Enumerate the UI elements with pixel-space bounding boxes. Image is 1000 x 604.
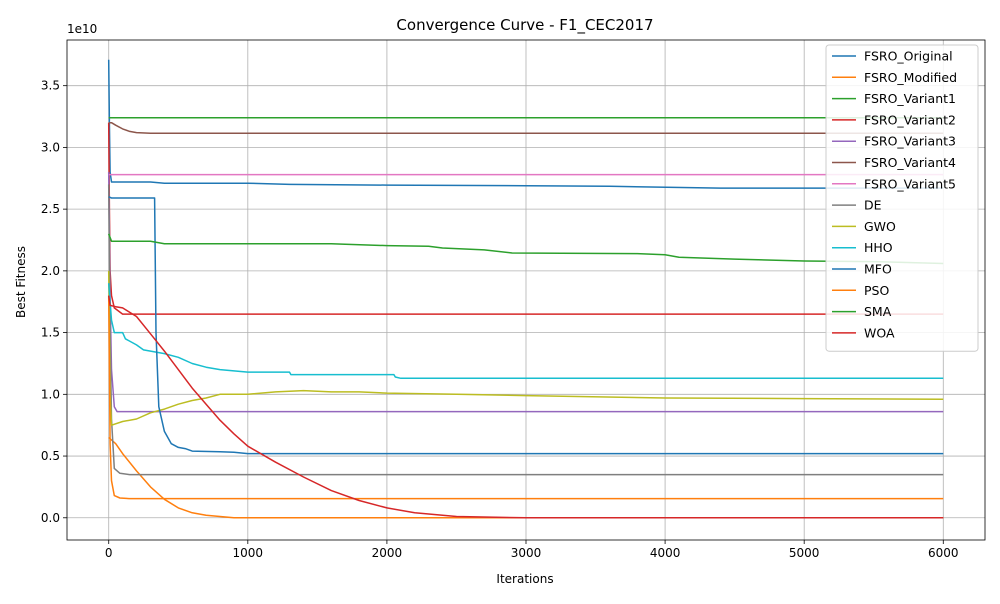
legend-label: SMA bbox=[864, 304, 892, 319]
legend-label: FSRO_Modified bbox=[864, 70, 957, 85]
series-line-fsro-modified bbox=[108, 436, 944, 519]
y-tick-label: 2.5 bbox=[41, 202, 60, 216]
legend-label: DE bbox=[864, 198, 882, 213]
x-tick-label: 1000 bbox=[233, 546, 264, 560]
x-tick-label: 2000 bbox=[372, 546, 403, 560]
plot-frame bbox=[66, 39, 986, 541]
series-line-fsro-variant4 bbox=[108, 121, 944, 134]
legend-label: GWO bbox=[864, 219, 896, 234]
series-line-gwo bbox=[107, 270, 944, 426]
series-line-woa bbox=[107, 295, 944, 519]
series-line-pso bbox=[107, 295, 944, 500]
x-tick-label: 5000 bbox=[789, 546, 820, 560]
y-axis-label: Best Fitness bbox=[14, 246, 28, 318]
x-axis-label: Iterations bbox=[496, 572, 553, 586]
series-lines bbox=[107, 59, 944, 519]
x-tick-label: 3000 bbox=[511, 546, 542, 560]
y-tick-label: 2.0 bbox=[41, 264, 60, 278]
x-tick-label: 0 bbox=[105, 546, 113, 560]
y-offset-label: 1e10 bbox=[67, 22, 97, 36]
series-line-fsro-original bbox=[107, 59, 944, 189]
legend-label: FSRO_Variant5 bbox=[864, 176, 956, 191]
y-tick-label: 0.5 bbox=[41, 449, 60, 463]
legend-label: FSRO_Variant4 bbox=[864, 155, 956, 170]
legend-box bbox=[825, 44, 979, 352]
y-tick-label: 3.0 bbox=[41, 140, 60, 154]
legend-label: FSRO_Variant2 bbox=[864, 112, 956, 127]
legend-label: MFO bbox=[864, 262, 892, 277]
axes: 0 1000 2000 3000 4000 5000 6000 0.0 0.5 1.0 1.5 2.0… bbox=[41, 39, 986, 560]
y-tick-label: 1.5 bbox=[41, 326, 60, 340]
x-tick-label: 4000 bbox=[650, 546, 681, 560]
x-tick-label: 6000 bbox=[928, 546, 959, 560]
series-line-sma bbox=[107, 233, 944, 265]
chart-title: Convergence Curve - F1_CEC2017 bbox=[396, 16, 653, 35]
y-tick-label: 0.0 bbox=[41, 511, 60, 525]
legend-label: PSO bbox=[864, 283, 889, 298]
legend: FSRO_Original FSRO_Modified FSRO_Variant1 F… bbox=[825, 44, 979, 352]
legend-label: HHO bbox=[864, 240, 893, 255]
y-tick-label: 3.5 bbox=[41, 79, 60, 93]
legend-label: FSRO_Original bbox=[864, 49, 953, 64]
series-line-hho bbox=[107, 283, 944, 380]
legend-label: FSRO_Variant1 bbox=[864, 91, 956, 106]
legend-label: WOA bbox=[864, 325, 895, 340]
legend-label: FSRO_Variant3 bbox=[864, 134, 956, 149]
series-line-mfo bbox=[108, 196, 944, 455]
y-tick-label: 1.0 bbox=[41, 387, 60, 401]
